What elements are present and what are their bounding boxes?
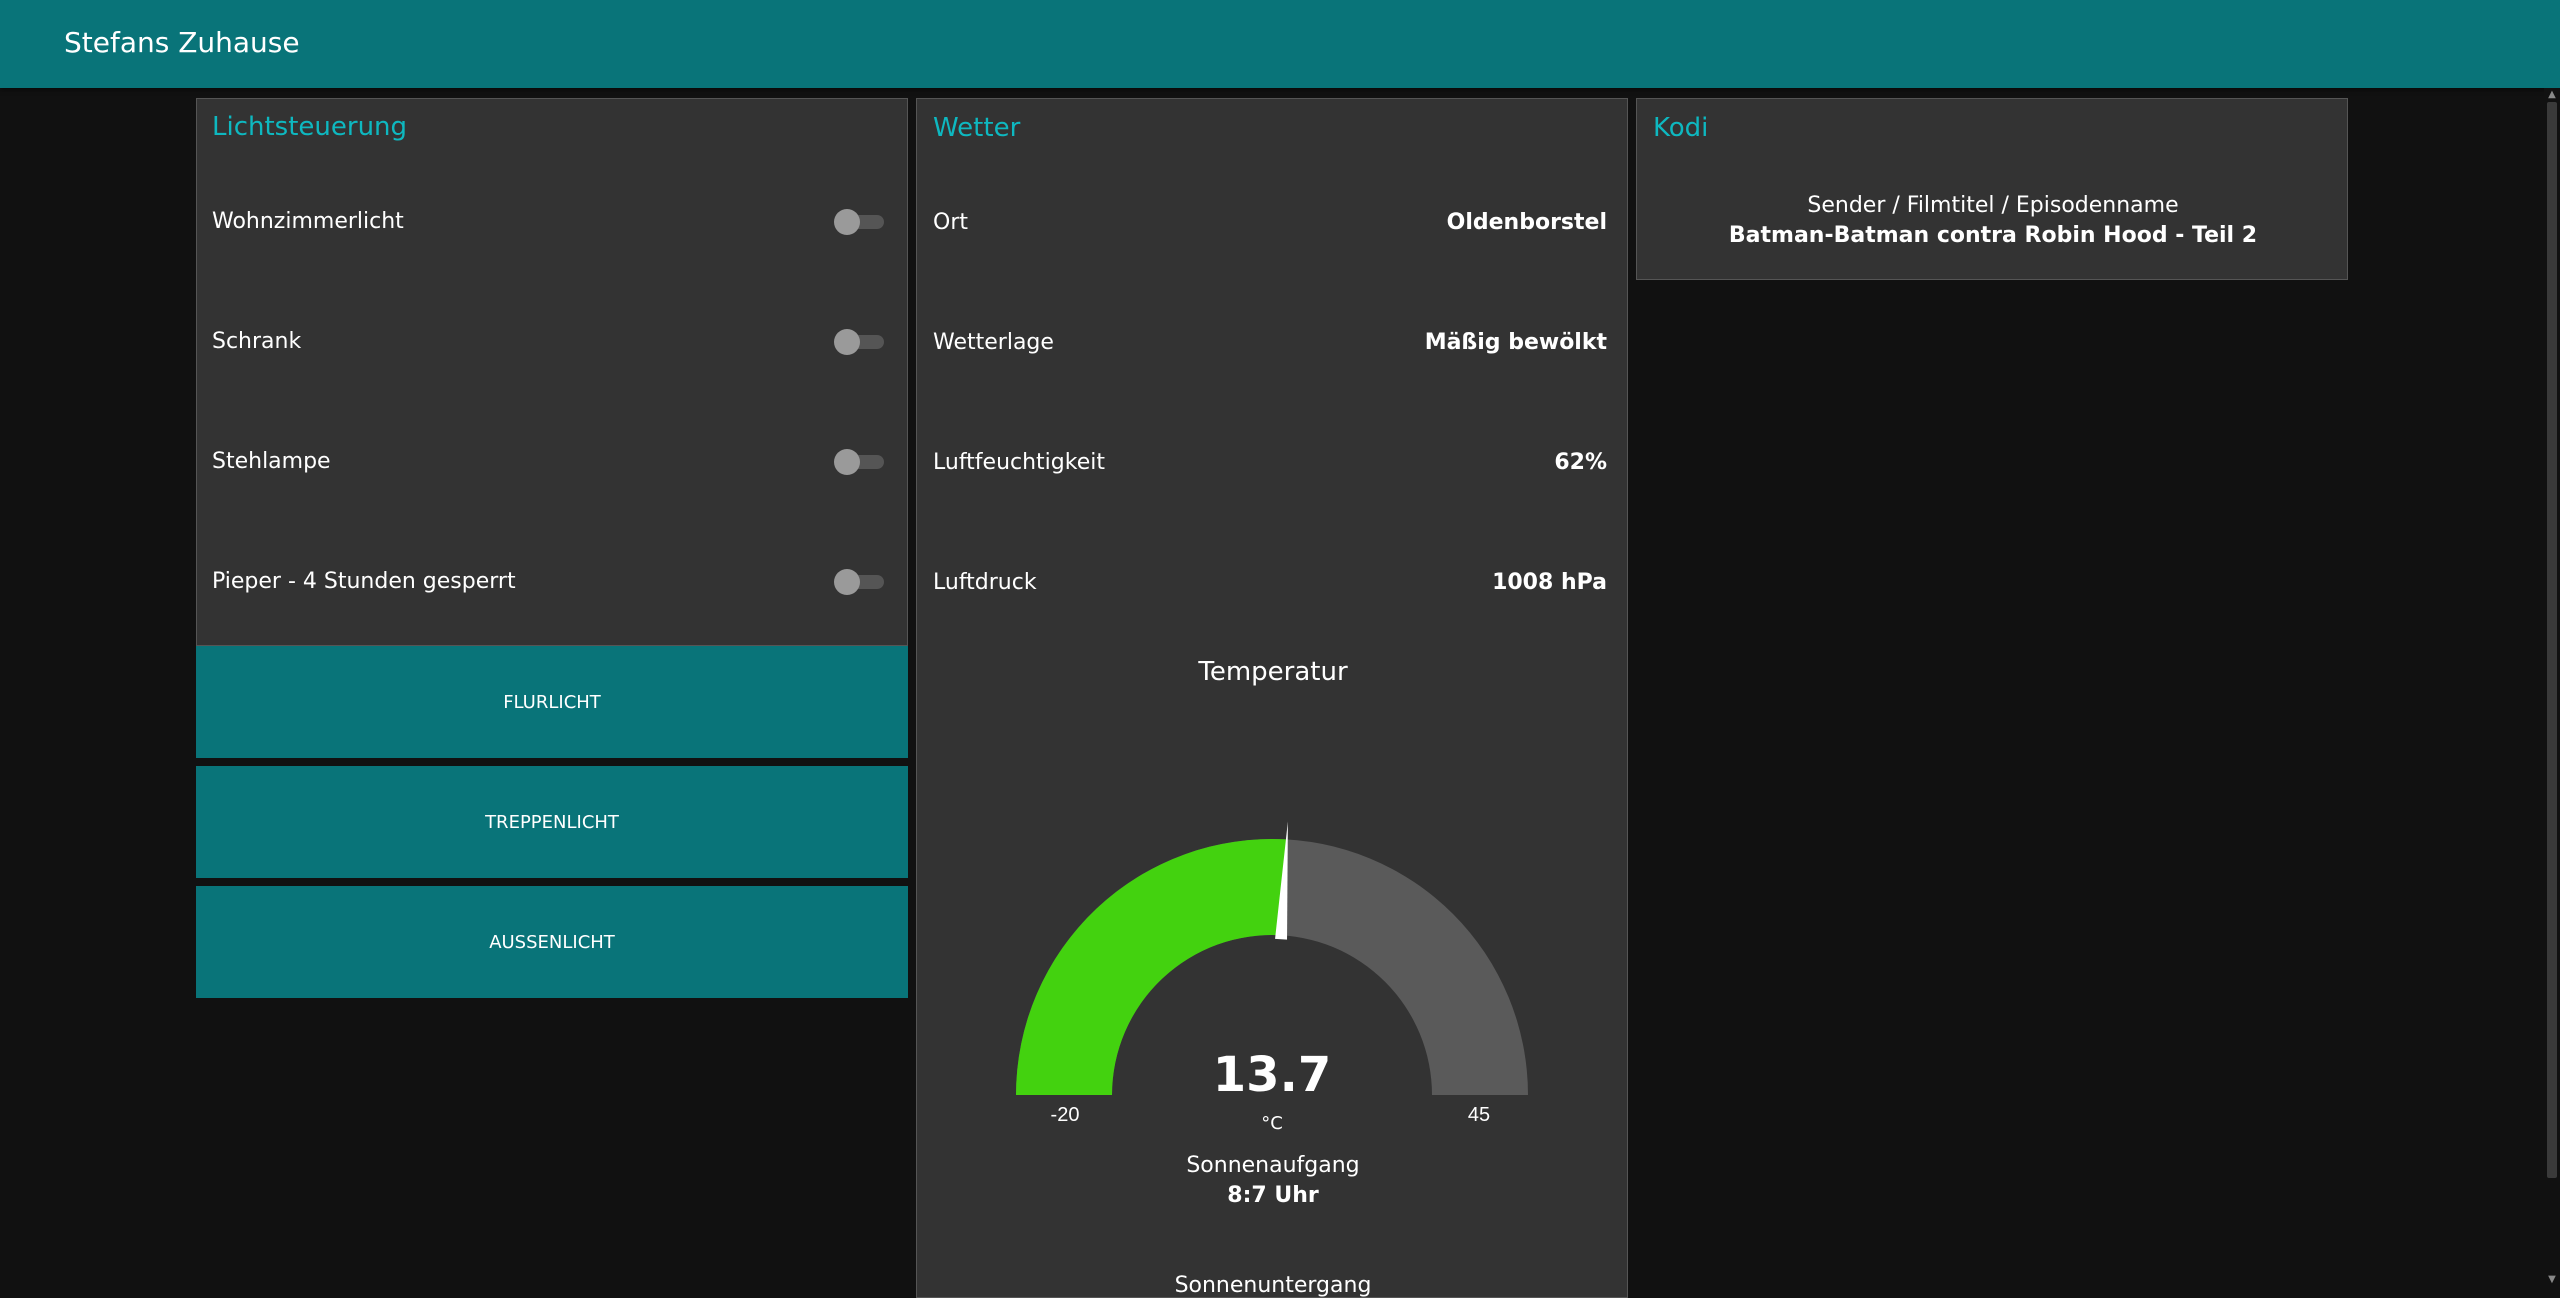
lights-card-title: Lichtsteuerung (212, 112, 408, 142)
schrank-toggle[interactable] (834, 329, 884, 355)
gauge-needle (1275, 821, 1288, 940)
gauge-min-label: -20 (1051, 1104, 1080, 1126)
switch-row-schrank: Schrank (196, 282, 908, 402)
switch-label: Wohnzimmerlicht (212, 209, 404, 234)
switch-row-stehlampe: Stehlampe (196, 402, 908, 522)
weather-value: Mäßig bewölkt (1424, 330, 1607, 355)
aussenlicht-button[interactable]: AUSSENLICHT (196, 886, 908, 998)
switch-row-pieper: Pieper - 4 Stunden gesperrt (196, 522, 908, 642)
sunset-label: Sonnenuntergang (1174, 1273, 1372, 1298)
weather-label: Ort (933, 210, 968, 235)
scrollbar-thumb[interactable] (2547, 102, 2557, 1178)
toggle-thumb (834, 569, 860, 595)
weather-card-title: Wetter (933, 113, 1021, 143)
switch-label: Stehlampe (212, 449, 331, 474)
weather-value: 62% (1554, 450, 1607, 475)
gauge-value: 13.7 (1213, 1047, 1331, 1103)
sunrise-label: Sonnenaufgang (1186, 1153, 1360, 1178)
switch-label: Pieper - 4 Stunden gesperrt (212, 569, 516, 594)
weather-label: Luftfeuchtigkeit (933, 450, 1105, 475)
weather-row-wetterlage: Wetterlage Mäßig bewölkt (917, 283, 1627, 403)
gauge-max-label: 45 (1468, 1104, 1490, 1126)
weather-label: Wetterlage (933, 330, 1054, 355)
page-scrollbar[interactable]: ▲ ▼ (2544, 88, 2560, 1287)
weather-row-ort: Ort Oldenborstel (917, 163, 1627, 283)
gauge-unit: °C (1261, 1113, 1283, 1134)
kodi-card-title: Kodi (1653, 113, 1709, 143)
kodi-card: Kodi Sender / Filmtitel / Episodenname B… (1636, 98, 2348, 280)
switch-label: Schrank (212, 329, 302, 354)
sunrise-value: 8:7 Uhr (1227, 1183, 1319, 1208)
temperature-gauge: 13.7 °C -20 45 (1016, 821, 1528, 1134)
pieper-toggle[interactable] (834, 569, 884, 595)
wohnzimmerlicht-toggle[interactable] (834, 209, 884, 235)
stehlampe-toggle[interactable] (834, 449, 884, 475)
scroll-up-icon[interactable]: ▲ (2548, 89, 2556, 100)
lights-card: Lichtsteuerung Wohnzimmerlicht Schrank S… (196, 98, 908, 998)
toggle-thumb (834, 209, 860, 235)
top-bar: Stefans Zuhause (0, 0, 2560, 88)
kodi-now-playing: Batman-Batman contra Robin Hood - Teil 2 (1728, 223, 2258, 248)
gauge-title: Temperatur (1198, 657, 1348, 687)
gauge-fill (1016, 839, 1287, 1095)
scroll-down-icon[interactable]: ▼ (2548, 1274, 2556, 1285)
treppenlicht-button[interactable]: TREPPENLICHT (196, 766, 908, 878)
switch-row-wohnzimmerlicht: Wohnzimmerlicht (196, 162, 908, 282)
app-title: Stefans Zuhause (64, 26, 300, 59)
weather-value: 1008 hPa (1492, 570, 1607, 595)
weather-row-luftfeuchtigkeit: Luftfeuchtigkeit 62% (917, 403, 1627, 523)
kodi-label: Sender / Filmtitel / Episodenname (1807, 193, 2179, 218)
weather-card: Wetter Ort Oldenborstel Wetterlage Mäßig… (916, 98, 1628, 1298)
lights-card-body (196, 98, 908, 646)
weather-label: Luftdruck (933, 570, 1037, 595)
weather-value: Oldenborstel (1446, 210, 1607, 235)
flurlicht-button[interactable]: FLURLICHT (196, 646, 908, 758)
toggle-thumb (834, 449, 860, 475)
toggle-thumb (834, 329, 860, 355)
weather-row-luftdruck: Luftdruck 1008 hPa (917, 523, 1627, 643)
